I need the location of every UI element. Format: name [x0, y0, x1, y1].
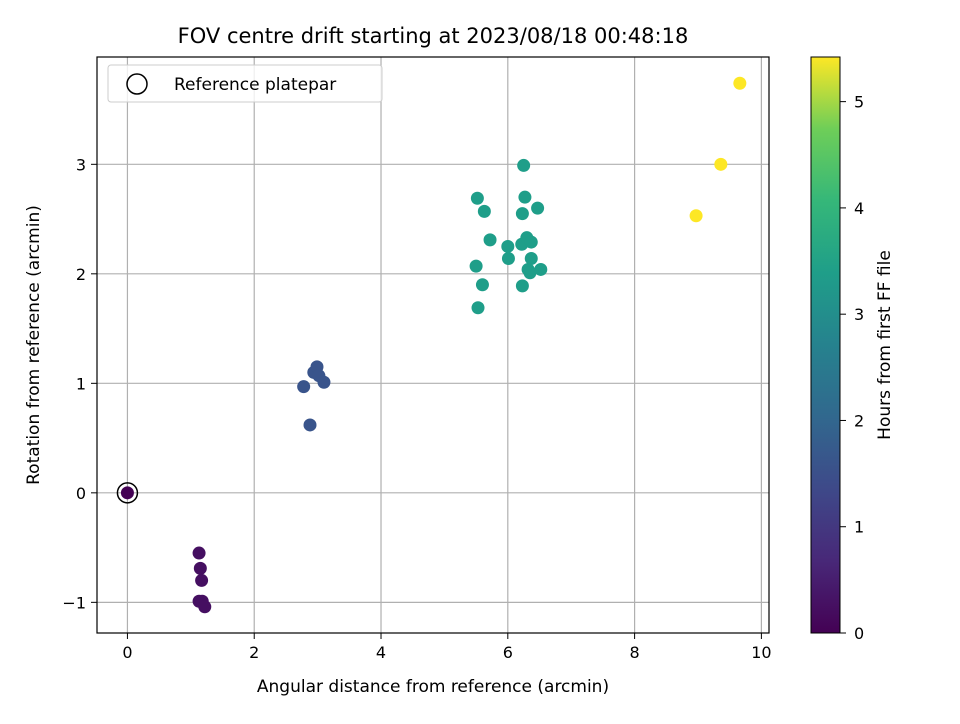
colorbar-tick-label: 2 [854, 411, 864, 430]
data-point [524, 235, 538, 249]
data-points [116, 76, 747, 614]
y-tick-label: 2 [76, 265, 86, 284]
data-point [475, 278, 489, 292]
data-point [501, 251, 515, 265]
data-point [534, 262, 548, 276]
reference-marker [116, 482, 139, 504]
y-tick-label: 1 [76, 374, 86, 393]
data-point [317, 375, 331, 389]
data-point [714, 157, 728, 171]
data-point [192, 546, 206, 560]
x-axis-ticks: 0 2 4 6 8 10 [122, 633, 772, 662]
x-tick-label: 0 [122, 643, 132, 662]
x-tick-label: 6 [503, 643, 513, 662]
legend-marker [126, 73, 148, 95]
chart-title: FOV centre drift starting at 2023/08/18 … [178, 24, 689, 48]
data-point [733, 76, 747, 90]
data-point [523, 266, 537, 280]
y-tick-label: −1 [62, 593, 86, 612]
data-point [195, 573, 209, 587]
reference-point [120, 486, 134, 500]
colorbar-tick-label: 4 [854, 199, 864, 218]
x-tick-label: 10 [751, 643, 771, 662]
y-tick-label: 3 [76, 155, 86, 174]
data-point [471, 301, 485, 315]
data-point [303, 418, 317, 432]
legend: Reference platepar [107, 64, 383, 103]
data-point [531, 201, 545, 215]
y-axis-ticks: −1 0 1 2 3 [62, 155, 97, 612]
data-point [515, 279, 529, 293]
data-point [689, 209, 703, 223]
x-axis-label: Angular distance from reference (arcmin) [257, 677, 609, 697]
data-point [524, 251, 538, 265]
x-tick-label: 4 [376, 643, 386, 662]
data-point [517, 158, 531, 172]
colorbar [810, 56, 841, 634]
x-tick-label: 8 [630, 643, 640, 662]
colorbar-tick-label: 3 [854, 305, 864, 324]
y-axis-label: Rotation from reference (arcmin) [24, 205, 44, 485]
y-tick-label: 0 [76, 484, 86, 503]
data-point [297, 380, 311, 394]
data-point [477, 204, 491, 218]
data-point [469, 259, 483, 273]
colorbar-tick-label: 5 [854, 93, 864, 112]
data-point [198, 600, 212, 614]
data-point [483, 233, 497, 247]
grid [97, 57, 769, 633]
data-point [501, 239, 515, 253]
legend-entry-reference: Reference platepar [174, 75, 336, 95]
x-tick-label: 2 [249, 643, 259, 662]
colorbar-ticks: 0 1 2 3 4 5 [840, 93, 864, 643]
colorbar-label: Hours from first FF file [875, 250, 895, 440]
legend-box [107, 64, 383, 103]
colorbar-tick-label: 1 [854, 518, 864, 537]
data-point [470, 191, 484, 205]
data-point [193, 561, 207, 575]
data-point [518, 190, 532, 204]
data-point [515, 207, 529, 221]
plot-frame [96, 56, 770, 634]
colorbar-tick-label: 0 [854, 624, 864, 643]
